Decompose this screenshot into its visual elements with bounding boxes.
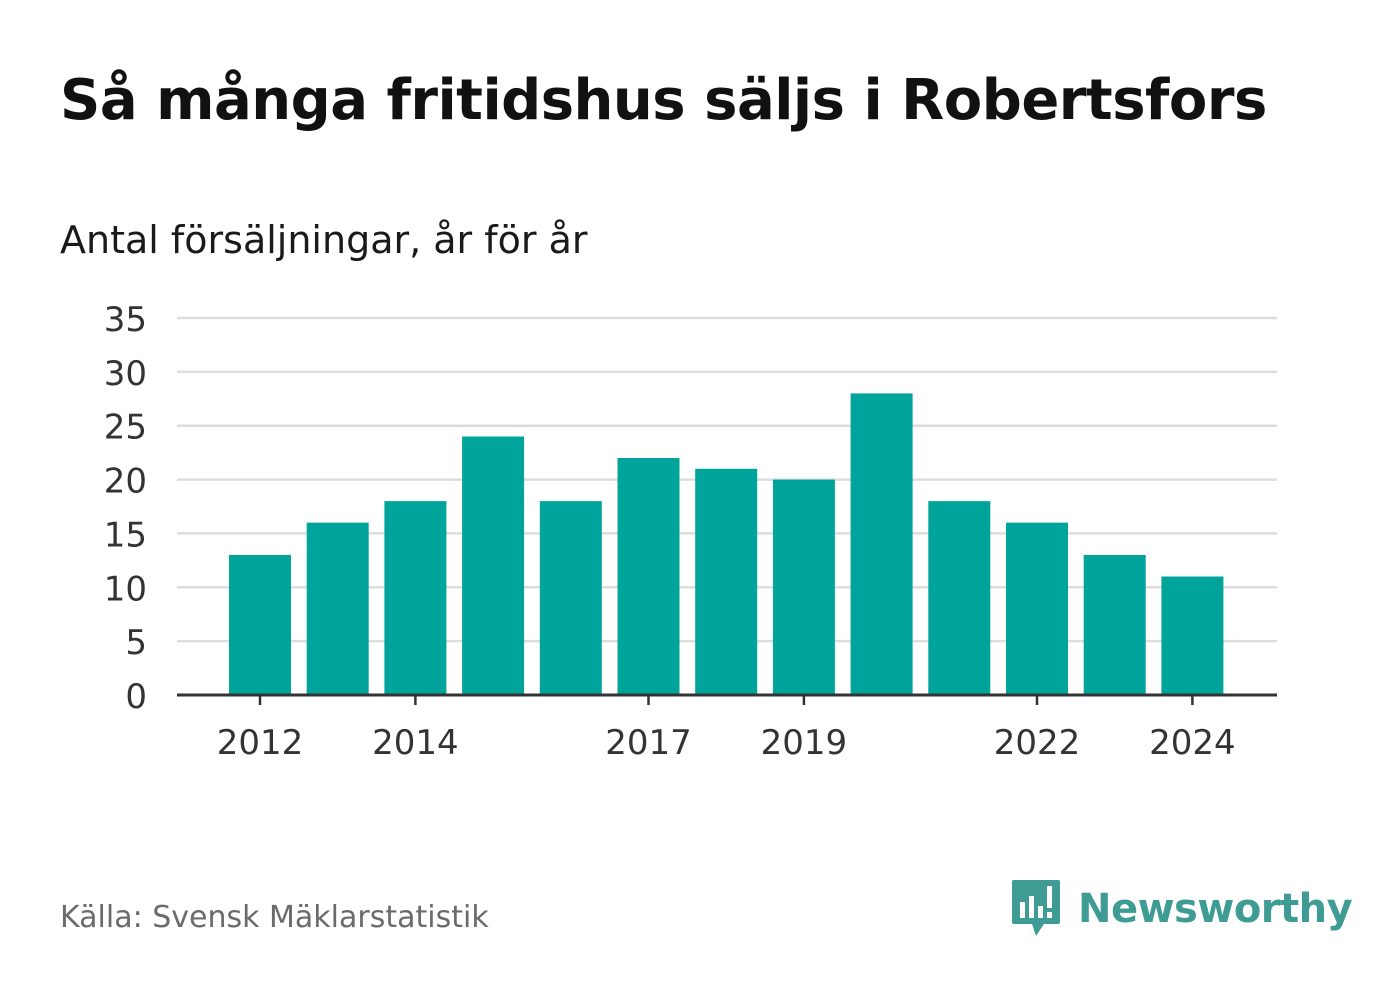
bar [928, 501, 991, 695]
x-tick-label: 2024 [1149, 723, 1236, 763]
y-tick-label: 30 [104, 354, 147, 394]
bar [384, 501, 447, 695]
y-tick-label: 5 [125, 623, 147, 663]
source-note: Källa: Svensk Mäklarstatistik [60, 900, 489, 935]
x-tick-label: 2012 [217, 723, 304, 763]
x-tick-label: 2019 [761, 723, 848, 763]
bar [772, 479, 835, 695]
chart-title: Så många fritidshus säljs i Robertsfors [60, 68, 1267, 133]
bar [1083, 554, 1146, 695]
bar [1161, 576, 1224, 695]
x-tick-label: 2022 [994, 723, 1081, 763]
bar [306, 522, 369, 695]
bar [229, 554, 291, 695]
y-tick-label: 25 [104, 408, 147, 448]
bar [539, 501, 602, 695]
newsworthy-logo: Newsworthy [1010, 878, 1353, 940]
x-tick-label: 2014 [372, 723, 459, 763]
chart-subtitle: Antal försäljningar, år för år [60, 218, 588, 262]
bar [462, 436, 525, 695]
y-tick-label: 35 [104, 300, 147, 340]
y-tick-label: 20 [104, 462, 147, 502]
y-tick-label: 10 [104, 569, 147, 609]
bar-chart: 0 5 10 15 20 25 30 35 2012 2014 2017 2019 2022 2024 [104, 300, 1277, 763]
bar [850, 393, 913, 695]
bar [617, 458, 680, 695]
bar-chart-speech-icon [1012, 880, 1060, 936]
bar [695, 468, 758, 695]
bar [1006, 522, 1068, 695]
y-tick-label: 15 [104, 515, 147, 555]
brand-name: Newsworthy [1078, 886, 1353, 932]
x-tick-label: 2017 [605, 723, 692, 763]
y-tick-label: 0 [125, 677, 147, 717]
